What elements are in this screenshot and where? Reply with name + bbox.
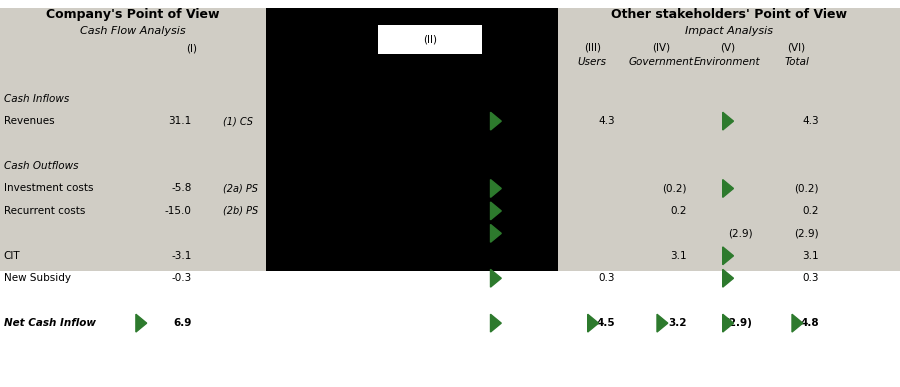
Text: -3.1: -3.1 bbox=[171, 251, 192, 261]
Text: Impact Analysis: Impact Analysis bbox=[685, 26, 773, 36]
Bar bbox=[266, 8, 558, 271]
Text: 0.2: 0.2 bbox=[670, 206, 687, 216]
Bar bbox=[378, 25, 482, 54]
Text: -15.0: -15.0 bbox=[165, 206, 192, 216]
Text: 3.1: 3.1 bbox=[670, 251, 687, 261]
Text: (III): (III) bbox=[584, 42, 600, 52]
Text: Users: Users bbox=[578, 57, 607, 67]
Text: Company's Point of View: Company's Point of View bbox=[46, 8, 220, 21]
Polygon shape bbox=[491, 112, 501, 130]
Polygon shape bbox=[723, 112, 734, 130]
Text: Cash Inflows: Cash Inflows bbox=[4, 94, 68, 104]
Polygon shape bbox=[491, 180, 501, 197]
Text: Net Cash Inflow: Net Cash Inflow bbox=[4, 318, 95, 328]
Text: Other stakeholders' Point of View: Other stakeholders' Point of View bbox=[611, 8, 847, 21]
Text: (VI): (VI) bbox=[788, 42, 806, 52]
Text: (0.2): (0.2) bbox=[795, 183, 819, 194]
Polygon shape bbox=[588, 314, 598, 332]
Bar bbox=[0, 8, 266, 271]
Text: (2.9): (2.9) bbox=[795, 228, 819, 238]
Text: 3.1: 3.1 bbox=[803, 251, 819, 261]
Text: (0.2): (0.2) bbox=[662, 183, 687, 194]
Polygon shape bbox=[723, 269, 734, 287]
Text: Cash Outflows: Cash Outflows bbox=[4, 161, 78, 171]
Polygon shape bbox=[723, 314, 734, 332]
Text: (II): (II) bbox=[423, 35, 437, 45]
Text: (V): (V) bbox=[720, 42, 734, 52]
Text: CIT: CIT bbox=[4, 251, 20, 261]
Text: 6.9: 6.9 bbox=[174, 318, 192, 328]
Text: 0.2: 0.2 bbox=[803, 206, 819, 216]
Text: -5.8: -5.8 bbox=[171, 183, 192, 194]
Text: 4.8: 4.8 bbox=[800, 318, 819, 328]
Text: (I): (I) bbox=[186, 43, 197, 53]
Polygon shape bbox=[723, 180, 734, 197]
Polygon shape bbox=[491, 269, 501, 287]
Text: 0.3: 0.3 bbox=[598, 273, 615, 283]
Polygon shape bbox=[136, 314, 147, 332]
Polygon shape bbox=[491, 314, 501, 332]
Polygon shape bbox=[491, 202, 501, 220]
Text: (2.9): (2.9) bbox=[724, 318, 752, 328]
Text: 31.1: 31.1 bbox=[168, 116, 192, 126]
Text: 4.5: 4.5 bbox=[596, 318, 615, 328]
Text: (1) CS: (1) CS bbox=[223, 116, 253, 126]
Text: (2a) PS: (2a) PS bbox=[223, 183, 258, 194]
Text: Government: Government bbox=[629, 57, 694, 67]
Polygon shape bbox=[491, 224, 501, 242]
Text: Revenues: Revenues bbox=[4, 116, 54, 126]
Polygon shape bbox=[657, 314, 668, 332]
Text: Investment costs: Investment costs bbox=[4, 183, 93, 194]
Text: -0.3: -0.3 bbox=[171, 273, 192, 283]
Text: (2.9): (2.9) bbox=[728, 228, 752, 238]
Text: 0.3: 0.3 bbox=[803, 273, 819, 283]
Polygon shape bbox=[723, 247, 734, 265]
Bar bbox=[558, 8, 900, 271]
Text: (IV): (IV) bbox=[652, 42, 670, 52]
Text: Total: Total bbox=[784, 57, 809, 67]
Text: Cash Flow Analysis: Cash Flow Analysis bbox=[80, 26, 185, 36]
Text: 3.2: 3.2 bbox=[668, 318, 687, 328]
Text: (2b) PS: (2b) PS bbox=[223, 206, 258, 216]
Text: Recurrent costs: Recurrent costs bbox=[4, 206, 85, 216]
Text: Environment: Environment bbox=[694, 57, 760, 67]
Text: 4.3: 4.3 bbox=[598, 116, 615, 126]
Text: New Subsidy: New Subsidy bbox=[4, 273, 70, 283]
Polygon shape bbox=[792, 314, 803, 332]
Text: 4.3: 4.3 bbox=[803, 116, 819, 126]
